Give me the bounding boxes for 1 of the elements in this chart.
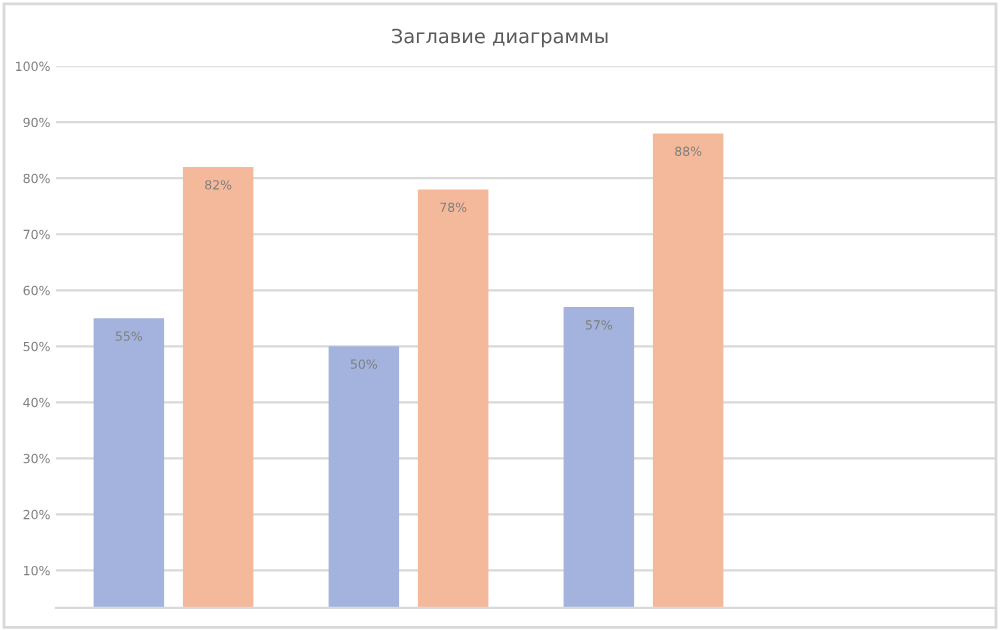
chart-title: Заглавие диаграммы: [392, 28, 608, 48]
